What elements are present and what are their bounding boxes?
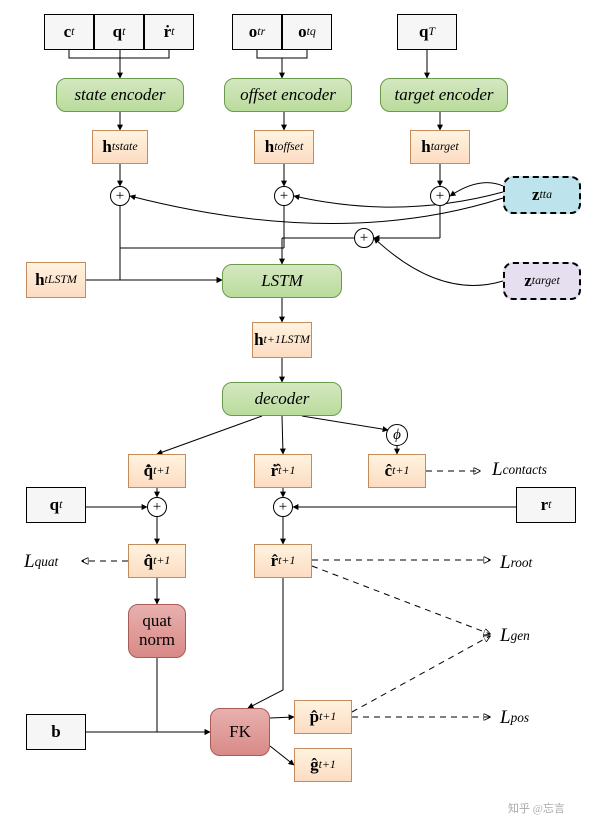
node-ort: otr [232, 14, 282, 50]
plus-p2: + [274, 186, 294, 206]
node-qt_top: qt [94, 14, 144, 50]
plus-p4: + [354, 228, 374, 248]
node-hoffset: htoffset [254, 130, 314, 164]
node-ztarget: ztarget [503, 262, 581, 300]
node-ghat: ĝt+1 [294, 748, 352, 782]
node-hstate: htstate [92, 130, 148, 164]
node-tgtenc: target encoder [380, 78, 508, 112]
node-rt: rt [516, 487, 576, 523]
node-rhat: r̂t+1 [254, 544, 312, 578]
node-chat: ĉt+1 [368, 454, 426, 488]
plus-p6: + [273, 497, 293, 517]
loss-Lpos: Lpos [500, 708, 529, 729]
node-b: b [26, 714, 86, 750]
plus-p1: + [110, 186, 130, 206]
watermark: 知乎 @忘言 [508, 800, 565, 816]
node-decoder: decoder [222, 382, 342, 416]
node-qT: qT [397, 14, 457, 50]
node-qt: qt [26, 487, 86, 523]
node-hlstm: htLSTM [26, 262, 86, 298]
node-qdothat: q̇̂t+1 [128, 454, 186, 488]
node-ztta: ztta [503, 176, 581, 214]
loss-Lquat: Lquat [24, 552, 58, 573]
loss-Lcontacts: Lcontacts [492, 460, 547, 481]
node-ct: ct [44, 14, 94, 50]
node-oqt: otq [282, 14, 332, 50]
node-offenc: offset encoder [224, 78, 352, 112]
loss-Lgen: Lgen [500, 626, 530, 647]
node-rdot: ṙt [144, 14, 194, 50]
node-quatnorm: quatnorm [128, 604, 186, 658]
node-htarget: htarget [410, 130, 470, 164]
node-qhat: q̂t+1 [128, 544, 186, 578]
node-fk: FK [210, 708, 270, 756]
node-stateenc: state encoder [56, 78, 184, 112]
plus-p3: + [430, 186, 450, 206]
node-phat: p̂t+1 [294, 700, 352, 734]
node-rdothat: ṙ̂t+1 [254, 454, 312, 488]
plus-p5: + [147, 497, 167, 517]
node-lstm: LSTM [222, 264, 342, 298]
loss-Lroot: Lroot [500, 553, 532, 574]
phi-node: ϕ [386, 424, 408, 446]
node-hlstm1: ht+1LSTM [252, 322, 312, 358]
